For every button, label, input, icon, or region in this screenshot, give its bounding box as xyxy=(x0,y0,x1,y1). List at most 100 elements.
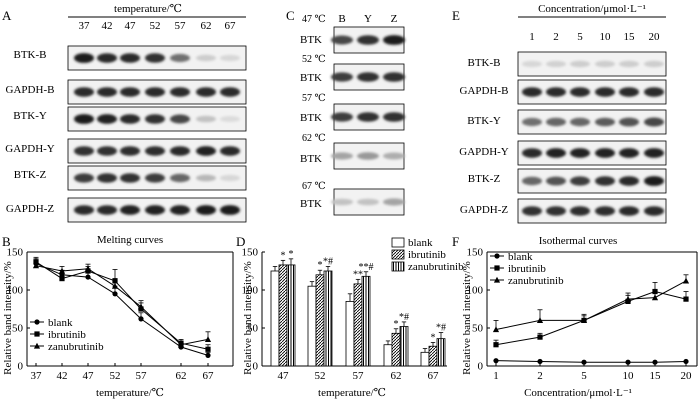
data-point xyxy=(683,358,689,365)
blot-band xyxy=(619,60,639,68)
bar xyxy=(399,326,409,367)
legend-label: blank xyxy=(48,317,73,329)
blot-row-label: BTK-Z xyxy=(468,173,501,185)
data-point xyxy=(493,358,499,364)
blot-band xyxy=(570,87,590,97)
bar xyxy=(420,351,430,367)
blot-row-label: GAPDH-Y xyxy=(5,143,55,155)
x-tick-label: 42 xyxy=(57,370,68,382)
lane-label: 10 xyxy=(600,31,612,43)
blot-band xyxy=(619,117,639,127)
panel-a: A temperature/℃ 37 42 47 52 57 62 67 BTK… xyxy=(2,3,247,223)
x-tick-label: 10 xyxy=(623,370,635,382)
blot-box xyxy=(517,51,667,77)
data-point xyxy=(85,274,91,280)
data-point xyxy=(138,316,144,322)
panel-a-header: temperature/℃ xyxy=(114,3,182,15)
blot-band xyxy=(196,115,216,123)
blot-band xyxy=(74,173,94,183)
blot-band xyxy=(546,117,566,127)
blot-band xyxy=(170,87,190,97)
blot-band xyxy=(74,53,94,63)
series-line xyxy=(495,290,687,346)
bar xyxy=(270,270,280,367)
blot-band xyxy=(97,146,117,156)
blot-band xyxy=(357,72,379,82)
panel-a-letter: A xyxy=(2,8,12,23)
bar xyxy=(278,264,288,367)
blot-band xyxy=(357,35,379,45)
blot-row-label: BTK xyxy=(300,72,322,84)
blot-band xyxy=(97,53,117,63)
blot-band xyxy=(546,60,566,68)
blot-band xyxy=(383,198,405,206)
panel-c-blots xyxy=(331,26,405,216)
blot-box xyxy=(517,140,667,166)
blot-band xyxy=(357,112,379,122)
y-tick-label: 0 xyxy=(478,361,484,373)
legend-label: ibrutinib xyxy=(508,263,546,275)
blot-box xyxy=(517,109,667,135)
lane-label: 52 xyxy=(150,20,161,32)
data-point xyxy=(32,262,40,269)
blot-band xyxy=(97,173,117,183)
data-point xyxy=(581,359,587,365)
data-point xyxy=(625,359,631,365)
blot-band xyxy=(220,54,240,62)
panel-e-letter: E xyxy=(452,8,460,23)
bar xyxy=(428,345,438,367)
lane-label: Y xyxy=(364,13,372,25)
blot-band xyxy=(196,205,216,215)
x-tick-label: 37 xyxy=(31,370,43,382)
x-tick-label: 52 xyxy=(315,370,326,382)
legend-label: zanubrutinib xyxy=(408,261,464,273)
y-tick-label: 100 xyxy=(7,285,24,297)
legend-label: zanubrutinib xyxy=(48,341,104,353)
blot-band xyxy=(97,205,117,215)
blot-band xyxy=(120,146,140,156)
blot-band xyxy=(331,198,353,206)
blot-band xyxy=(331,112,353,122)
bar xyxy=(361,275,371,367)
blot-band xyxy=(570,176,590,186)
panel-e: E Concentration/μmol·L⁻¹ 1 2 5 10 15 20 … xyxy=(452,3,667,224)
blot-band xyxy=(644,148,664,158)
blot-band xyxy=(74,87,94,97)
bar xyxy=(323,270,333,367)
data-point xyxy=(59,276,65,282)
blot-band xyxy=(546,206,566,216)
blot-band xyxy=(196,146,216,156)
data-point xyxy=(33,342,41,349)
significance-mark: *# xyxy=(399,312,409,323)
y-tick-label: 0 xyxy=(18,361,24,373)
blot-row-label: GAPDH-B xyxy=(6,84,55,96)
blot-band xyxy=(220,174,240,182)
blot-row-label: GAPDH-B xyxy=(460,85,509,97)
lane-label: 57 xyxy=(175,20,187,32)
blot-box xyxy=(517,79,667,105)
blot-band xyxy=(196,174,216,182)
blot-band xyxy=(546,148,566,158)
x-tick-label: 47 xyxy=(278,370,290,382)
blot-band xyxy=(97,114,117,124)
x-tick-label: 20 xyxy=(681,370,693,382)
x-tick-label: 52 xyxy=(110,370,121,382)
blot-row-label: BTK xyxy=(300,198,322,210)
data-point xyxy=(34,319,40,325)
panel-f-y-axis-title: Relative band intensity/% xyxy=(461,261,473,375)
blot-band xyxy=(145,53,165,63)
y-tick-label: 50 xyxy=(12,323,24,335)
data-point xyxy=(84,265,92,272)
significance-mark: * xyxy=(281,250,286,261)
temperature-label: 57 ℃ xyxy=(302,93,326,104)
panel-f-title: Isothermal curves xyxy=(539,235,618,247)
blot-band xyxy=(220,115,240,123)
y-tick-label: 150 xyxy=(7,247,24,259)
panel-e-lane-labels: 1 2 5 10 15 20 xyxy=(529,31,660,43)
lane-label: 62 xyxy=(201,20,212,32)
blot-band xyxy=(595,60,615,68)
data-point xyxy=(624,295,632,302)
blot-band xyxy=(546,87,566,97)
blot-band xyxy=(220,205,240,215)
blot-row-label: BTK-Y xyxy=(467,115,501,127)
